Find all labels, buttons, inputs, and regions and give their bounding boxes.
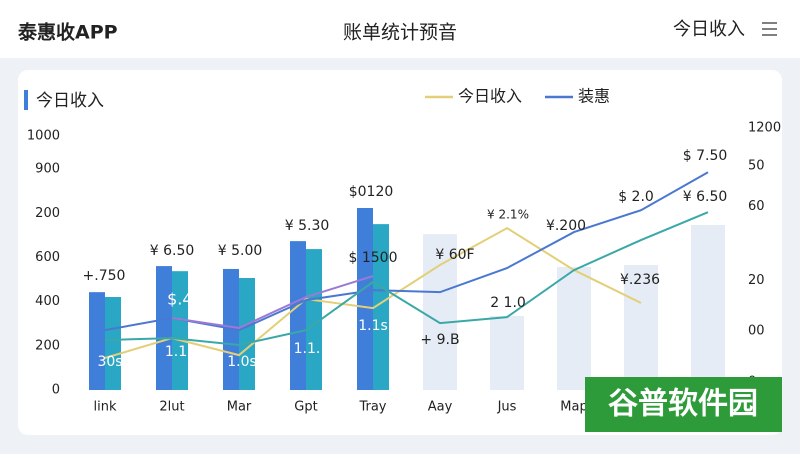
y2-tick-label: 20 <box>748 273 765 288</box>
bar <box>156 266 172 390</box>
line <box>104 211 709 346</box>
y2-tick-label: 50 <box>748 159 765 174</box>
bar <box>89 292 105 390</box>
y-tick-label: 1000 <box>27 129 60 144</box>
y2-tick-label: 00 <box>748 324 765 339</box>
header-link[interactable]: 今日收入 <box>673 19 745 40</box>
data-label: $.420 <box>167 290 213 309</box>
data-label: ¥ 60F <box>435 247 474 263</box>
y2-tick-label: 1200 <box>748 121 781 136</box>
data-label: $ 7.50 <box>683 148 728 164</box>
x-tick-label: Aay <box>428 400 453 415</box>
chart-title: 今日收入 <box>36 91 104 111</box>
bar <box>490 316 524 390</box>
watermark: 谷普软件园 <box>608 387 758 422</box>
bar <box>172 271 188 390</box>
data-label: ¥.236 <box>620 272 660 288</box>
line <box>104 226 642 359</box>
watermark-box <box>585 377 782 432</box>
x-tick-label: 2lut <box>159 400 184 415</box>
y2-tick-label: 60 <box>748 199 765 214</box>
data-label: ¥ 6.50 <box>683 189 728 205</box>
y-tick-label: 200 <box>35 338 60 353</box>
x-tick-label: link <box>94 400 117 415</box>
data-label: 1.1 <box>165 344 187 360</box>
x-tick-label: Jus <box>497 400 517 415</box>
app-name: 泰惠收APP <box>17 21 118 44</box>
y-tick-label: 900 <box>35 162 60 177</box>
line <box>171 275 374 329</box>
data-label: 2 1.0 <box>490 295 526 311</box>
data-label: $ 1500 <box>349 250 398 266</box>
bar <box>357 208 373 390</box>
data-label: ¥.200 <box>546 218 586 234</box>
bar <box>624 264 658 390</box>
data-label: 1.1. <box>294 341 321 357</box>
data-label: 1.0s <box>227 354 257 370</box>
legend-label: 装惠 <box>578 87 610 106</box>
x-tick-label: Mar <box>227 400 252 415</box>
y-tick-label: 0 <box>52 383 60 398</box>
data-label: 1.1s <box>358 318 388 334</box>
bar <box>105 297 121 390</box>
data-label: 30s <box>97 354 122 370</box>
line <box>104 171 709 332</box>
y-tick-label: 600 <box>35 250 60 265</box>
data-label: ¥ 2.1% <box>487 208 529 222</box>
data-label: ¥ 5.00 <box>218 243 263 259</box>
bar <box>290 241 306 390</box>
data-label: $0120 <box>349 184 394 200</box>
data-label: ¥ 6.50 <box>150 243 195 259</box>
y-tick-label: 200 <box>35 206 60 221</box>
header-bar <box>0 0 800 58</box>
bar <box>373 224 389 390</box>
x-tick-label: Tray <box>358 400 386 415</box>
bar <box>691 225 725 390</box>
bar <box>423 234 457 390</box>
menu-icon[interactable] <box>762 22 777 36</box>
data-label: $ 2.0 <box>618 189 654 205</box>
data-label: + 9.B <box>420 332 459 348</box>
bar <box>306 249 322 390</box>
bar <box>239 278 255 390</box>
data-label: +.750 <box>83 268 126 284</box>
data-label: ¥ 5.30 <box>285 218 330 234</box>
y-tick-label: 400 <box>35 294 60 309</box>
bar <box>557 266 591 390</box>
legend-label: 今日收入 <box>458 87 522 106</box>
title-marker <box>24 90 28 110</box>
page-title: 账单统计预音 <box>343 22 457 44</box>
x-tick-label: Gpt <box>294 400 317 415</box>
x-tick-label: Map <box>560 400 587 415</box>
